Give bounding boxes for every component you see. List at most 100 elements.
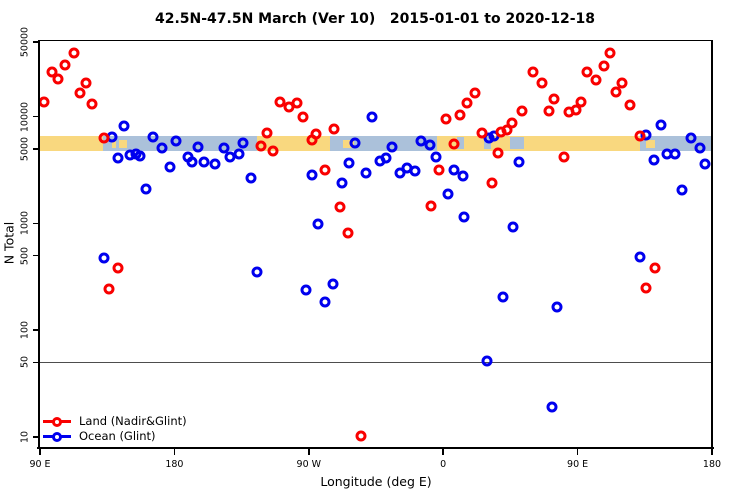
data-point-land [461, 97, 473, 109]
data-point-ocean [300, 284, 312, 296]
data-point-ocean [551, 301, 563, 313]
data-point-land [274, 96, 286, 108]
data-point-ocean [147, 131, 159, 143]
data-point-ocean [546, 401, 558, 413]
data-point-ocean [442, 188, 454, 200]
data-point-ocean [233, 148, 245, 160]
data-point-land [297, 111, 309, 123]
data-point-ocean [513, 156, 525, 168]
data-point-land [433, 164, 445, 176]
chart-title: 42.5N-47.5N March (Ver 10) 2015-01-01 to… [154, 11, 596, 27]
map-strip-island [119, 139, 127, 148]
data-point-land [469, 87, 481, 99]
data-point-land [581, 66, 593, 78]
data-point-land [492, 147, 504, 159]
data-point-ocean [676, 184, 688, 196]
y-tick-label: 50000 [19, 26, 31, 58]
data-point-ocean [218, 142, 230, 154]
data-point-ocean [457, 170, 469, 182]
data-point-ocean [312, 218, 324, 230]
y-tick-label: 50 [19, 356, 31, 369]
x-axis-tick [711, 449, 713, 455]
data-point-land [112, 262, 124, 274]
data-point-land [342, 227, 354, 239]
data-point-land [448, 138, 460, 150]
data-point-land [261, 127, 273, 139]
data-point-ocean [156, 142, 168, 154]
x-axis-title: Longitude (deg E) [320, 474, 432, 489]
data-point-ocean [386, 141, 398, 153]
plot-top-border [40, 40, 712, 41]
data-point-ocean [198, 156, 210, 168]
y-axis-line [38, 40, 40, 449]
map-strip-lake [510, 137, 524, 150]
y-axis-tick [33, 41, 39, 43]
data-point-ocean [648, 154, 660, 166]
data-point-ocean [319, 296, 331, 308]
data-point-land [558, 151, 570, 163]
data-point-ocean [349, 137, 361, 149]
map-strip-island [646, 139, 656, 148]
y-tick-label: 1000 [19, 211, 31, 236]
x-axis-tick [173, 449, 176, 455]
data-point-land [624, 99, 636, 111]
data-point-land [355, 430, 367, 442]
data-point-ocean [655, 119, 667, 131]
data-point-land [640, 282, 652, 294]
y-axis-tick [33, 361, 39, 364]
data-point-land [291, 97, 303, 109]
data-point-land [543, 105, 555, 117]
y-axis-tick [33, 329, 39, 331]
data-point-land [634, 130, 646, 142]
data-point-land [310, 128, 322, 140]
data-point-land [516, 105, 528, 117]
land-series-marker-icon [43, 416, 71, 427]
data-point-land [610, 86, 622, 98]
map-strip-lake [456, 137, 465, 150]
y-tick-label: 10000 [19, 101, 31, 132]
legend: Land (Nadir&Glint) Ocean (Glint) [43, 414, 187, 444]
data-point-ocean [170, 135, 182, 147]
data-point-land [38, 96, 50, 108]
data-point-land [616, 77, 628, 89]
data-point-land [527, 66, 539, 78]
x-axis-tick [442, 449, 444, 455]
data-point-land [334, 201, 346, 213]
data-point-ocean [669, 148, 681, 160]
legend-label-ocean: Ocean (Glint) [79, 429, 156, 443]
data-point-ocean [112, 152, 124, 164]
y-axis-tick [33, 254, 39, 257]
y-tick-label: 100 [19, 321, 31, 340]
data-point-ocean [380, 152, 392, 164]
data-point-land [454, 109, 466, 121]
legend-item-ocean: Ocean (Glint) [43, 429, 187, 444]
map-strip-land-segment [40, 135, 103, 151]
reference-line-50 [40, 361, 712, 364]
legend-item-land: Land (Nadir&Glint) [43, 414, 187, 429]
y-axis-tick [33, 115, 39, 118]
data-point-ocean [98, 252, 110, 264]
data-point-ocean [507, 221, 519, 233]
data-point-ocean [336, 177, 348, 189]
data-point-ocean [409, 165, 421, 177]
data-point-land [255, 140, 267, 152]
data-point-ocean [430, 151, 442, 163]
ocean-series-marker-icon [43, 431, 71, 442]
data-point-land [52, 73, 64, 85]
data-point-land [319, 164, 331, 176]
data-point-ocean [306, 169, 318, 181]
data-point-ocean [634, 251, 646, 263]
x-axis-tick [576, 449, 579, 455]
y-axis-tick [33, 436, 39, 438]
y-tick-label: 5000 [19, 136, 31, 161]
data-point-ocean [192, 141, 204, 153]
data-point-land [267, 145, 279, 157]
data-point-land [548, 93, 560, 105]
data-point-land [604, 47, 616, 59]
data-point-ocean [448, 164, 460, 176]
data-point-ocean [134, 150, 146, 162]
data-point-land [476, 127, 488, 139]
data-point-ocean [497, 291, 509, 303]
x-axis-line [37, 447, 714, 449]
